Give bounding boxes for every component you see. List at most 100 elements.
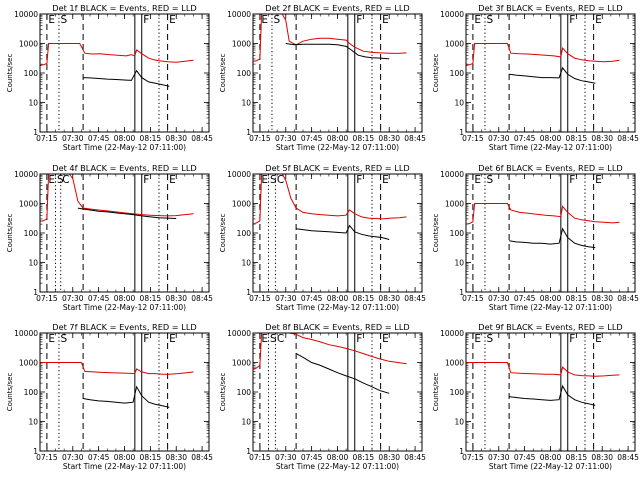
x-tick-label: 07:30 bbox=[488, 294, 510, 303]
x-tick-label: 08:30 bbox=[378, 134, 400, 143]
y-tick-label: 10 bbox=[241, 418, 251, 427]
marker-label: F bbox=[143, 14, 149, 26]
marker-label: E bbox=[382, 174, 389, 186]
y-tick-label: 10 bbox=[454, 259, 464, 268]
y-tick-label: 1000 bbox=[445, 200, 464, 209]
marker-label: E bbox=[474, 174, 481, 186]
x-tick-label: 07:15 bbox=[249, 453, 271, 462]
detector-panel-4: Det 4f BLACK = Events, RED = LLD 1 10 100 10… bbox=[6, 163, 213, 312]
x-tick-label: 08:30 bbox=[165, 134, 187, 143]
x-tick-label: 07:45 bbox=[88, 294, 110, 303]
detector-panel-9: Det 9f BLACK = Events, RED = LLD 1 10 100 10… bbox=[432, 322, 639, 471]
y-axis-label: Counts/sec bbox=[6, 373, 14, 412]
y-tick-label: 1 bbox=[246, 447, 251, 456]
series-group bbox=[253, 333, 407, 394]
marker-label: E bbox=[261, 333, 268, 345]
x-tick-label: 07:30 bbox=[275, 453, 297, 462]
marker-label: S bbox=[57, 174, 64, 186]
x-tick-label: 08:15 bbox=[140, 294, 162, 303]
plot-frame bbox=[39, 173, 210, 293]
y-tick-label: 1 bbox=[33, 447, 38, 456]
series-line-lld bbox=[466, 362, 620, 377]
y-axis-label: Counts/sec bbox=[6, 214, 14, 253]
x-tick-label: 08:45 bbox=[617, 134, 639, 143]
series-line-events bbox=[83, 69, 170, 87]
marker-label: F bbox=[143, 174, 149, 186]
marker-label: F bbox=[143, 333, 149, 345]
series-line-lld bbox=[40, 43, 194, 66]
y-axis-label: Counts/sec bbox=[432, 54, 440, 93]
y-tick-label: 10 bbox=[28, 99, 38, 108]
series-line-lld bbox=[253, 333, 407, 370]
marker-label: S bbox=[270, 333, 277, 345]
marker-label: E bbox=[382, 333, 389, 345]
plot-frame bbox=[252, 332, 423, 452]
y-tick-label: 100 bbox=[450, 69, 465, 78]
y-tick-label: 10000 bbox=[440, 10, 464, 19]
panel-title: Det 8f BLACK = Events, RED = LLD bbox=[265, 322, 409, 332]
x-tick-label: 08:00 bbox=[114, 294, 136, 303]
plot-frame bbox=[465, 13, 636, 133]
x-axis-label: Start Time (22-May-12 07:11:00) bbox=[489, 462, 612, 471]
series-line-lld bbox=[253, 14, 407, 62]
y-tick-label: 10000 bbox=[227, 329, 251, 338]
y-axis-label: Counts/sec bbox=[219, 214, 227, 253]
marker-label: E bbox=[169, 14, 176, 26]
y-tick-label: 1 bbox=[246, 128, 251, 137]
x-tick-label: 08:45 bbox=[617, 453, 639, 462]
x-tick-label: 07:15 bbox=[36, 294, 58, 303]
x-tick-label: 07:45 bbox=[514, 134, 536, 143]
marker-label: E bbox=[169, 174, 176, 186]
y-tick-label: 10000 bbox=[14, 10, 38, 19]
marker-label: E bbox=[595, 174, 602, 186]
marker-label: F bbox=[569, 14, 575, 26]
x-tick-label: 07:15 bbox=[249, 134, 271, 143]
marker-label: S bbox=[273, 14, 280, 26]
x-tick-label: 07:15 bbox=[462, 453, 484, 462]
y-tick-label: 10000 bbox=[227, 10, 251, 19]
detector-panel-1: Det 1f BLACK = Events, RED = LLD 1 10 100 10… bbox=[6, 3, 213, 152]
x-tick-label: 08:45 bbox=[617, 294, 639, 303]
detector-panel-3: Det 3f BLACK = Events, RED = LLD 1 10 100 10… bbox=[432, 3, 639, 152]
x-tick-label: 08:15 bbox=[353, 453, 375, 462]
y-axis-label: Counts/sec bbox=[6, 54, 14, 93]
marker-label: S bbox=[486, 174, 493, 186]
x-axis-label: Start Time (22-May-12 07:11:00) bbox=[63, 303, 186, 312]
marker-label: E bbox=[261, 174, 268, 186]
x-tick-label: 08:00 bbox=[327, 294, 349, 303]
panel-title: Det 4f BLACK = Events, RED = LLD bbox=[52, 163, 196, 173]
x-tick-label: 07:45 bbox=[514, 453, 536, 462]
marker-label: E bbox=[595, 333, 602, 345]
x-tick-label: 08:45 bbox=[191, 453, 213, 462]
panel-title: Det 9f BLACK = Events, RED = LLD bbox=[478, 322, 622, 332]
x-tick-label: 07:30 bbox=[488, 134, 510, 143]
x-tick-label: 08:00 bbox=[540, 294, 562, 303]
y-tick-label: 100 bbox=[237, 229, 252, 238]
detector-panel-8: Det 8f BLACK = Events, RED = LLD 1 10 100 10… bbox=[219, 322, 426, 471]
x-tick-label: 08:30 bbox=[378, 294, 400, 303]
series-line-events bbox=[509, 66, 596, 84]
marker-label: F bbox=[356, 14, 362, 26]
x-axis-label: Start Time (22-May-12 07:11:00) bbox=[489, 143, 612, 152]
y-tick-label: 10000 bbox=[14, 170, 38, 179]
x-tick-label: 08:30 bbox=[591, 453, 613, 462]
plot-frame bbox=[39, 13, 210, 133]
marker-label: F bbox=[569, 333, 575, 345]
y-tick-label: 1000 bbox=[19, 359, 38, 368]
panel-title: Det 5f BLACK = Events, RED = LLD bbox=[265, 163, 409, 173]
y-tick-label: 10 bbox=[241, 259, 251, 268]
x-tick-label: 08:00 bbox=[540, 134, 562, 143]
marker-label: E bbox=[261, 14, 268, 26]
series-line-events bbox=[509, 227, 596, 249]
x-tick-label: 08:15 bbox=[140, 453, 162, 462]
y-tick-label: 100 bbox=[450, 388, 465, 397]
y-tick-label: 100 bbox=[450, 229, 465, 238]
marker-label: E bbox=[48, 333, 55, 345]
series-line-lld bbox=[466, 43, 620, 66]
marker-label: C bbox=[277, 333, 284, 345]
y-tick-label: 1000 bbox=[19, 40, 38, 49]
x-tick-label: 07:30 bbox=[275, 294, 297, 303]
series-line-events bbox=[295, 353, 390, 394]
x-tick-label: 08:30 bbox=[165, 294, 187, 303]
